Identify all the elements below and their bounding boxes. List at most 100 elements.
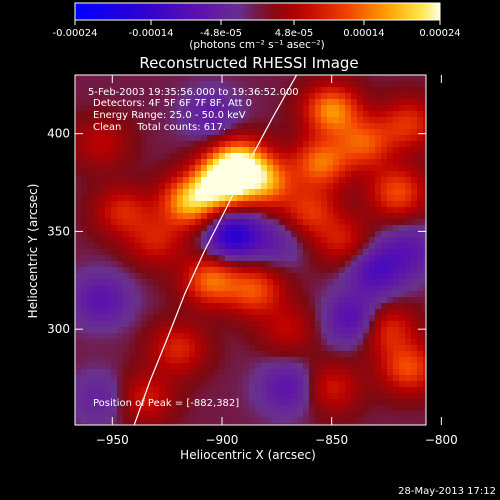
heatmap-cell [285, 297, 292, 304]
heatmap-cell [111, 243, 118, 250]
heatmap-cell [237, 321, 244, 328]
heatmap-cell [243, 249, 250, 256]
heatmap-cell [243, 141, 250, 148]
heatmap-cell [339, 405, 346, 412]
heatmap-cell [177, 387, 184, 394]
heatmap-cell [189, 291, 196, 298]
heatmap-cell [201, 219, 208, 226]
heatmap-cell [153, 387, 160, 394]
heatmap-cell [195, 345, 202, 352]
heatmap-cell [255, 345, 262, 352]
heatmap-cell [327, 111, 334, 118]
heatmap-cell [297, 375, 304, 382]
heatmap-cell [363, 219, 370, 226]
heatmap-cell [333, 81, 340, 88]
heatmap-cell [333, 123, 340, 130]
heatmap-cell [249, 159, 256, 166]
heatmap-cell [75, 135, 82, 142]
heatmap-cell [237, 339, 244, 346]
heatmap-cell [387, 129, 394, 136]
heatmap-cell [297, 171, 304, 178]
x-tick-label: −950 [96, 433, 129, 447]
heatmap-cell [201, 225, 208, 232]
heatmap-cell [141, 159, 148, 166]
heatmap-cell [393, 237, 400, 244]
heatmap-cell [297, 99, 304, 106]
heatmap-cell [123, 201, 130, 208]
heatmap-cell [141, 369, 148, 376]
heatmap-cell [207, 141, 214, 148]
heatmap-cell [93, 93, 100, 100]
heatmap-cell [255, 195, 262, 202]
heatmap-cell [225, 213, 232, 220]
heatmap-cell [75, 327, 82, 334]
heatmap-cell [315, 405, 322, 412]
heatmap-cell [417, 225, 424, 232]
heatmap-cell [135, 207, 142, 214]
heatmap-cell [273, 243, 280, 250]
heatmap-cell [405, 153, 412, 160]
heatmap-cell [75, 381, 82, 388]
heatmap-cell [279, 165, 286, 172]
heatmap-cell [87, 231, 94, 238]
heatmap-cell [333, 357, 340, 364]
heatmap-cell [333, 111, 340, 118]
heatmap-cell [141, 333, 148, 340]
heatmap-cell [423, 213, 426, 220]
heatmap-cell [225, 375, 232, 382]
heatmap-cell [267, 417, 274, 424]
heatmap-cell [297, 333, 304, 340]
heatmap-cell [81, 183, 88, 190]
heatmap-cell [333, 183, 340, 190]
heatmap-cell [321, 87, 328, 94]
heatmap-cell [273, 405, 280, 412]
heatmap-cell [279, 261, 286, 268]
heatmap-cell [303, 273, 310, 280]
heatmap-cell [273, 141, 280, 148]
heatmap-cell [243, 345, 250, 352]
heatmap-cell [339, 357, 346, 364]
heatmap-cell [225, 219, 232, 226]
heatmap-cell [375, 81, 382, 88]
heatmap-cell [249, 207, 256, 214]
heatmap-cell [255, 339, 262, 346]
heatmap-cell [267, 351, 274, 358]
heatmap-cell [297, 303, 304, 310]
heatmap-cell [111, 105, 118, 112]
heatmap-cell [123, 111, 130, 118]
heatmap-cell [75, 75, 82, 82]
heatmap-cell [273, 327, 280, 334]
heatmap-cell [75, 243, 82, 250]
heatmap-cell [333, 237, 340, 244]
heatmap-cell [423, 285, 426, 292]
heatmap-cell [327, 213, 334, 220]
heatmap-cell [411, 261, 418, 268]
heatmap-cell [327, 345, 334, 352]
heatmap-cell [393, 147, 400, 154]
heatmap-cell [117, 93, 124, 100]
heatmap-cell [297, 81, 304, 88]
heatmap-cell [243, 189, 250, 196]
heatmap-cell [147, 207, 154, 214]
heatmap-cell [207, 135, 214, 142]
heatmap-cell [345, 111, 352, 118]
heatmap-cell [351, 327, 358, 334]
heatmap-cell [153, 411, 160, 418]
heatmap-cell [423, 261, 426, 268]
heatmap-cell [147, 87, 154, 94]
heatmap-cell [165, 189, 172, 196]
heatmap-cell [93, 267, 100, 274]
heatmap-cell [363, 363, 370, 370]
heatmap-cell [387, 87, 394, 94]
heatmap-cell [339, 159, 346, 166]
heatmap-cell [105, 195, 112, 202]
heatmap-cell [165, 309, 172, 316]
heatmap-cell [411, 327, 418, 334]
heatmap-cell [357, 75, 364, 82]
heatmap-cell [363, 327, 370, 334]
heatmap-cell [327, 201, 334, 208]
heatmap-cell [141, 375, 148, 382]
heatmap-cell [81, 159, 88, 166]
heatmap-cell [309, 351, 316, 358]
heatmap-cell [327, 339, 334, 346]
